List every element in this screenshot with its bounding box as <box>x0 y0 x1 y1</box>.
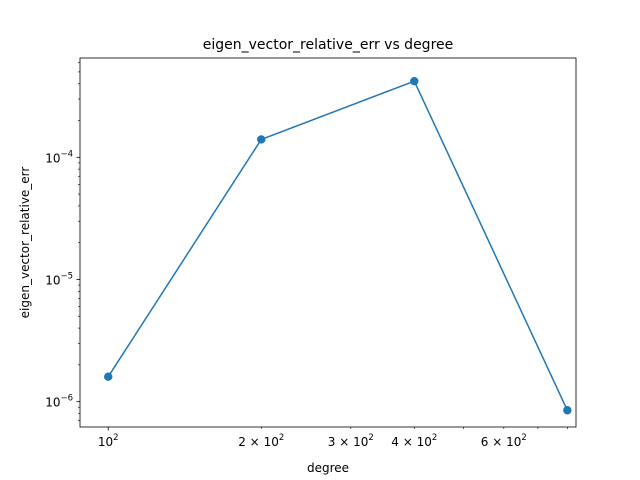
plot-area <box>80 58 576 427</box>
y-tick-label: 10−4 <box>45 149 73 165</box>
chart-title: eigen_vector_relative_err vs degree <box>203 37 454 53</box>
series-layer <box>104 76 572 415</box>
x-tick-label-coef: 2 × <box>238 435 263 449</box>
x-tick-label-base: 10 <box>264 435 279 449</box>
tick-layer: 102 2 × 102 3 × 102 4 × 102 6 × 10210−610−51… <box>45 61 568 449</box>
y-tick-label: 10−6 <box>45 394 73 410</box>
x-tick-label-coef: 4 × <box>391 435 416 449</box>
y-tick-label-base: 10 <box>45 273 60 287</box>
x-tick-label: 6 × 102 <box>481 433 527 449</box>
x-tick-label-exp: 2 <box>113 433 118 443</box>
y-axis-label: eigen_vector_relative_err <box>18 167 32 319</box>
x-tick-label: 2 × 102 <box>238 433 284 449</box>
x-tick-label-base: 10 <box>98 435 113 449</box>
x-tick-label-coef: 6 × <box>481 435 506 449</box>
x-tick-label-exp: 2 <box>432 433 437 443</box>
x-tick-label-exp: 2 <box>279 433 284 443</box>
y-tick-label-base: 10 <box>45 396 60 410</box>
y-tick-label-exp: −6 <box>60 394 73 404</box>
x-tick-label-base: 10 <box>353 435 368 449</box>
x-tick-label: 102 <box>98 433 119 449</box>
data-point <box>104 372 113 381</box>
data-point <box>410 76 419 86</box>
x-tick-label-base: 10 <box>506 435 521 449</box>
x-tick-label-base: 10 <box>417 435 432 449</box>
x-tick-label-exp: 2 <box>521 433 526 443</box>
x-tick-label-coef: 3 × <box>328 435 353 449</box>
y-tick-label-exp: −4 <box>60 149 73 159</box>
data-point <box>257 135 266 144</box>
data-point <box>563 406 572 415</box>
x-tick-label-exp: 2 <box>368 433 373 443</box>
x-tick-label: 4 × 102 <box>391 433 437 449</box>
y-tick-label-exp: −5 <box>60 271 73 281</box>
y-tick-label-base: 10 <box>45 151 60 165</box>
plot-frame <box>79 57 577 428</box>
x-axis-label: degree <box>307 461 349 475</box>
x-tick-label: 3 × 102 <box>328 433 374 449</box>
series-line <box>107 80 569 411</box>
y-tick-label: 10−5 <box>45 271 73 287</box>
